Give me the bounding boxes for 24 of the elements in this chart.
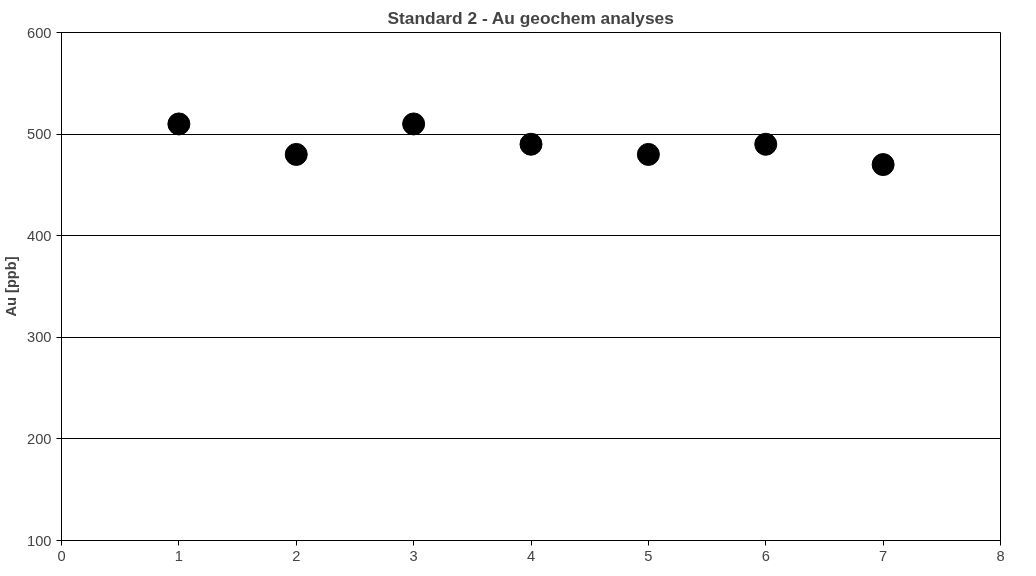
point <box>167 112 191 136</box>
x-tick-label: 3 <box>409 547 418 564</box>
x-tick-label: 6 <box>761 547 770 564</box>
x-tick-label: 1 <box>174 547 183 564</box>
y-axis-title: Au [ppb] <box>3 256 20 317</box>
point <box>636 142 660 166</box>
point <box>871 153 895 177</box>
point <box>402 112 426 136</box>
y-tick-label: 200 <box>27 430 52 447</box>
x-tick-label: 0 <box>57 547 66 564</box>
y-tick-label: 500 <box>27 126 52 143</box>
y-tick-label: 100 <box>27 532 52 549</box>
y-tick-label: 300 <box>27 329 52 346</box>
y-tick-label: 600 <box>27 24 52 41</box>
chart-title: Standard 2 - Au geochem analyses <box>387 7 674 28</box>
y-tick-label: 400 <box>27 227 52 244</box>
point <box>284 142 308 166</box>
x-tick-label: 7 <box>879 547 888 564</box>
x-tick-label: 2 <box>292 547 301 564</box>
x-tick-label: 5 <box>644 547 653 564</box>
x-tick-label: 8 <box>996 547 1005 564</box>
x-tick-label: 4 <box>526 547 536 564</box>
point <box>754 132 778 156</box>
point <box>519 132 543 156</box>
